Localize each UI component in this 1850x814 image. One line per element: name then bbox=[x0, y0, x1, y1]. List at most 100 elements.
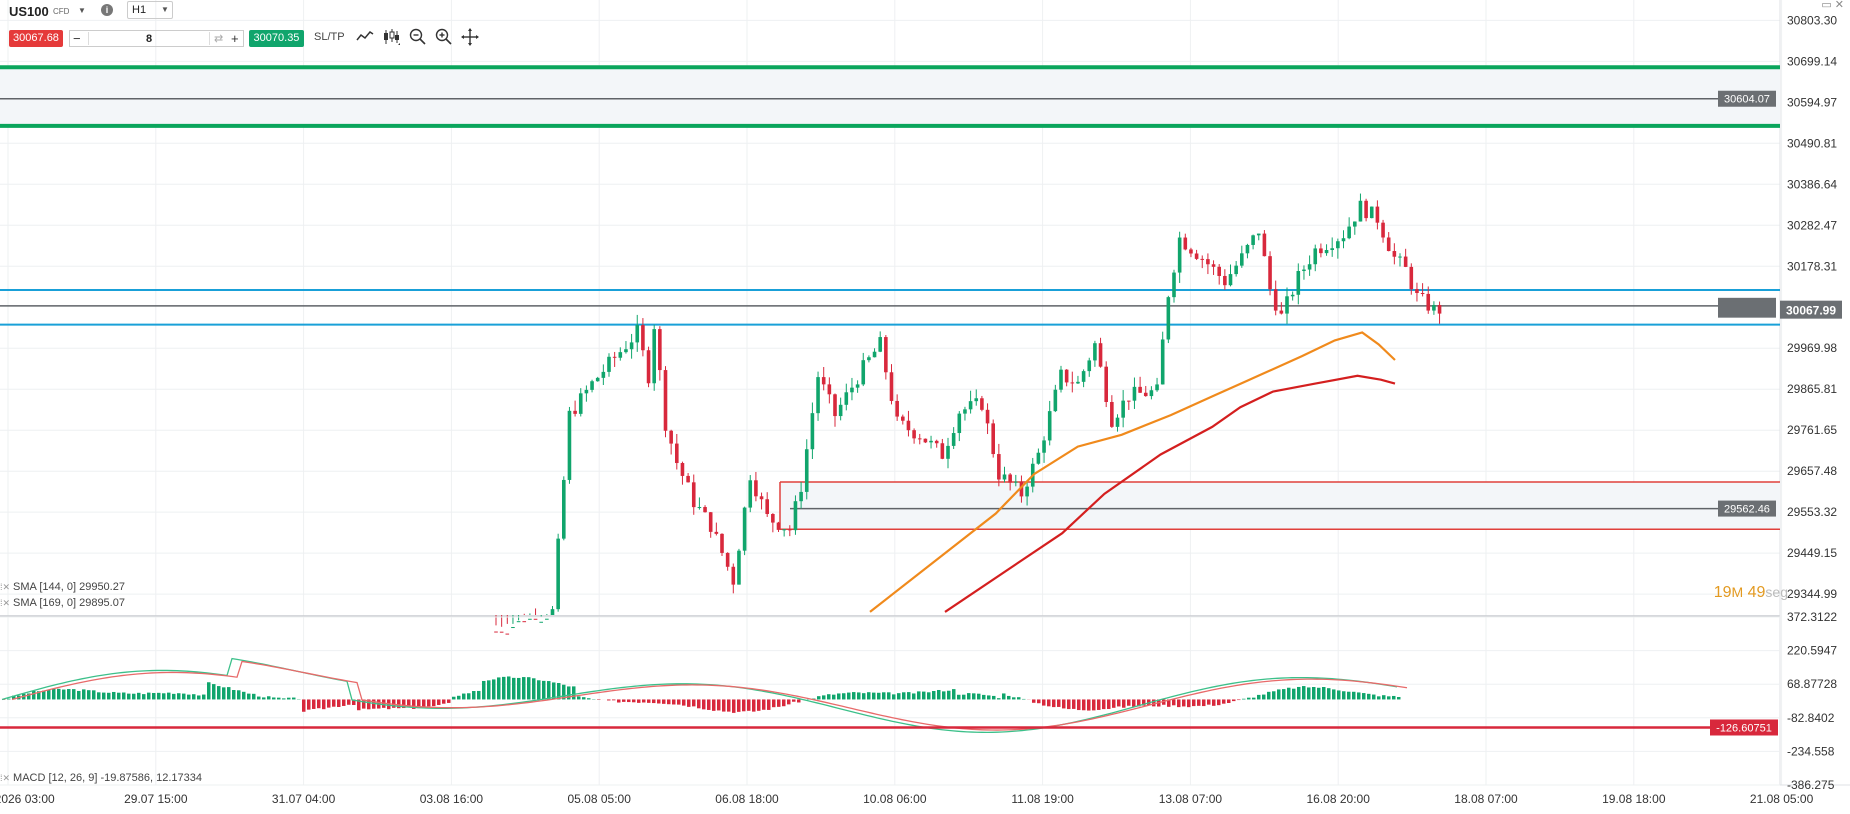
price-level-badge bbox=[1718, 500, 1776, 517]
bullish-candle bbox=[968, 401, 973, 410]
crosshair-move-icon[interactable] bbox=[460, 27, 480, 47]
sma169-legend-text: SMA [169, 0] 29895.07 bbox=[13, 597, 125, 609]
macd-histogram-bar bbox=[672, 699, 676, 705]
macd-histogram-bar bbox=[417, 699, 421, 709]
bearish-candle bbox=[658, 329, 662, 371]
macd-histogram-bar bbox=[1062, 699, 1066, 709]
bearish-candle bbox=[889, 372, 894, 401]
x-axis-tick-label: 05.08 05:00 bbox=[567, 792, 631, 806]
bullish-candle bbox=[1330, 248, 1334, 251]
quantity-decrease-button[interactable]: − bbox=[73, 31, 81, 46]
macd-axis-tick-label: 220.5947 bbox=[1787, 644, 1837, 658]
macd-histogram-bar bbox=[1152, 699, 1156, 707]
bullish-candle bbox=[1076, 381, 1080, 384]
macd-histogram-bar bbox=[472, 691, 476, 700]
quantity-input[interactable]: 8 bbox=[88, 32, 210, 45]
remove-indicator-icon[interactable]: ⁞✕ bbox=[0, 598, 11, 608]
timeframe-select[interactable]: H1 ▼ bbox=[127, 1, 173, 19]
bullish-candle bbox=[1234, 265, 1238, 275]
bearish-candle bbox=[1064, 369, 1069, 383]
bearish-candle bbox=[912, 430, 916, 439]
macd-histogram-bar bbox=[1212, 699, 1216, 706]
macd-histogram-bar bbox=[1247, 697, 1251, 700]
remove-indicator-icon[interactable]: ⁞✕ bbox=[0, 773, 11, 783]
bearish-candle bbox=[991, 423, 995, 455]
macd-histogram-bar bbox=[1102, 699, 1106, 710]
x-axis-tick-label: 21.08 05:00 bbox=[1750, 792, 1814, 806]
macd-histogram-bar bbox=[1237, 699, 1241, 701]
sltp-button[interactable]: SL/TP bbox=[314, 31, 345, 43]
bearish-candle bbox=[1110, 401, 1114, 427]
y-axis-tick-label: 29449.15 bbox=[1787, 546, 1837, 560]
bearish-candle bbox=[1223, 275, 1227, 286]
sell-button[interactable]: 30067.68 bbox=[9, 30, 63, 47]
bullish-candle bbox=[584, 389, 589, 394]
bullish-candle bbox=[516, 621, 521, 623]
macd-histogram-bar bbox=[1342, 691, 1346, 700]
chart-toolbar: US100 CFD ▼ i H1 ▼ 30067.68 − 8 ⇄ + 3007… bbox=[0, 0, 560, 50]
macd-histogram-bar bbox=[192, 694, 196, 700]
macd-histogram-bar bbox=[392, 699, 396, 708]
macd-histogram-bar bbox=[762, 699, 766, 710]
symbol-selector[interactable]: US100 bbox=[9, 4, 49, 19]
macd-histogram-bar bbox=[667, 699, 671, 705]
bearish-candle bbox=[1392, 251, 1397, 257]
remove-indicator-icon[interactable]: ⁞✕ bbox=[0, 582, 11, 592]
macd-histogram-bar bbox=[142, 694, 146, 700]
line-chart-icon[interactable] bbox=[355, 27, 375, 47]
macd-histogram-bar bbox=[1127, 699, 1131, 706]
macd-histogram-bar bbox=[827, 694, 831, 700]
macd-histogram-bar bbox=[1347, 691, 1351, 700]
y-axis-tick-label: 30803.30 bbox=[1787, 13, 1837, 27]
macd-histogram-bar bbox=[582, 697, 586, 700]
minimize-icon[interactable]: ▭ bbox=[1821, 0, 1832, 11]
sma144-legend-text: SMA [144, 0] 29950.27 bbox=[13, 581, 125, 593]
bullish-candle bbox=[1307, 264, 1312, 270]
bullish-candle bbox=[1240, 253, 1244, 266]
macd-histogram-bar bbox=[842, 693, 846, 700]
bullish-candle bbox=[1324, 250, 1329, 254]
macd-histogram-bar bbox=[1082, 699, 1086, 711]
macd-histogram-bar bbox=[1367, 693, 1371, 700]
candlestick-icon[interactable] bbox=[381, 27, 401, 47]
zoom-in-icon[interactable] bbox=[434, 27, 454, 47]
bullish-candle bbox=[1398, 256, 1402, 258]
macd-histogram-bar bbox=[502, 676, 506, 700]
macd-histogram-bar bbox=[432, 699, 436, 707]
macd-histogram-bar bbox=[587, 698, 591, 700]
bearish-candle bbox=[1262, 233, 1267, 257]
macd-histogram-bar bbox=[1047, 699, 1051, 707]
macd-histogram-bar bbox=[1202, 699, 1206, 707]
bearish-candle bbox=[494, 631, 498, 633]
swap-icon[interactable]: ⇄ bbox=[214, 33, 224, 45]
info-icon[interactable]: i bbox=[101, 4, 113, 16]
macd-histogram-bar bbox=[1112, 699, 1116, 708]
macd-histogram-bar bbox=[1187, 699, 1191, 708]
macd-histogram-bar bbox=[497, 677, 501, 700]
macd-histogram-bar bbox=[287, 697, 291, 700]
macd-histogram-bar bbox=[302, 699, 306, 712]
bearish-candle bbox=[1279, 310, 1284, 314]
bullish-candle bbox=[635, 325, 640, 343]
bearish-candle bbox=[573, 410, 577, 414]
macd-histogram-bar bbox=[427, 699, 431, 707]
bullish-candle bbox=[1087, 360, 1092, 372]
bullish-candle bbox=[595, 377, 600, 382]
candle-countdown-timer: 19M 49seg bbox=[1714, 584, 1788, 602]
bearish-candle bbox=[771, 514, 775, 523]
bullish-candle bbox=[556, 538, 560, 610]
close-icon[interactable]: ✕ bbox=[1834, 0, 1844, 11]
macd-histogram-bar bbox=[782, 699, 786, 707]
price-level-badge bbox=[1718, 301, 1776, 318]
macd-histogram-bar bbox=[1137, 699, 1141, 707]
quantity-increase-button[interactable]: + bbox=[231, 31, 239, 46]
symbol-chevron-down-icon[interactable]: ▼ bbox=[78, 6, 86, 15]
macd-histogram-bar bbox=[1302, 686, 1306, 700]
macd-histogram-bar bbox=[77, 690, 81, 700]
macd-histogram-bar bbox=[962, 694, 966, 700]
bullish-candle bbox=[1115, 417, 1120, 427]
buy-button[interactable]: 30070.35 bbox=[249, 30, 304, 47]
zoom-out-icon[interactable] bbox=[408, 27, 428, 47]
bullish-candle bbox=[562, 479, 566, 539]
